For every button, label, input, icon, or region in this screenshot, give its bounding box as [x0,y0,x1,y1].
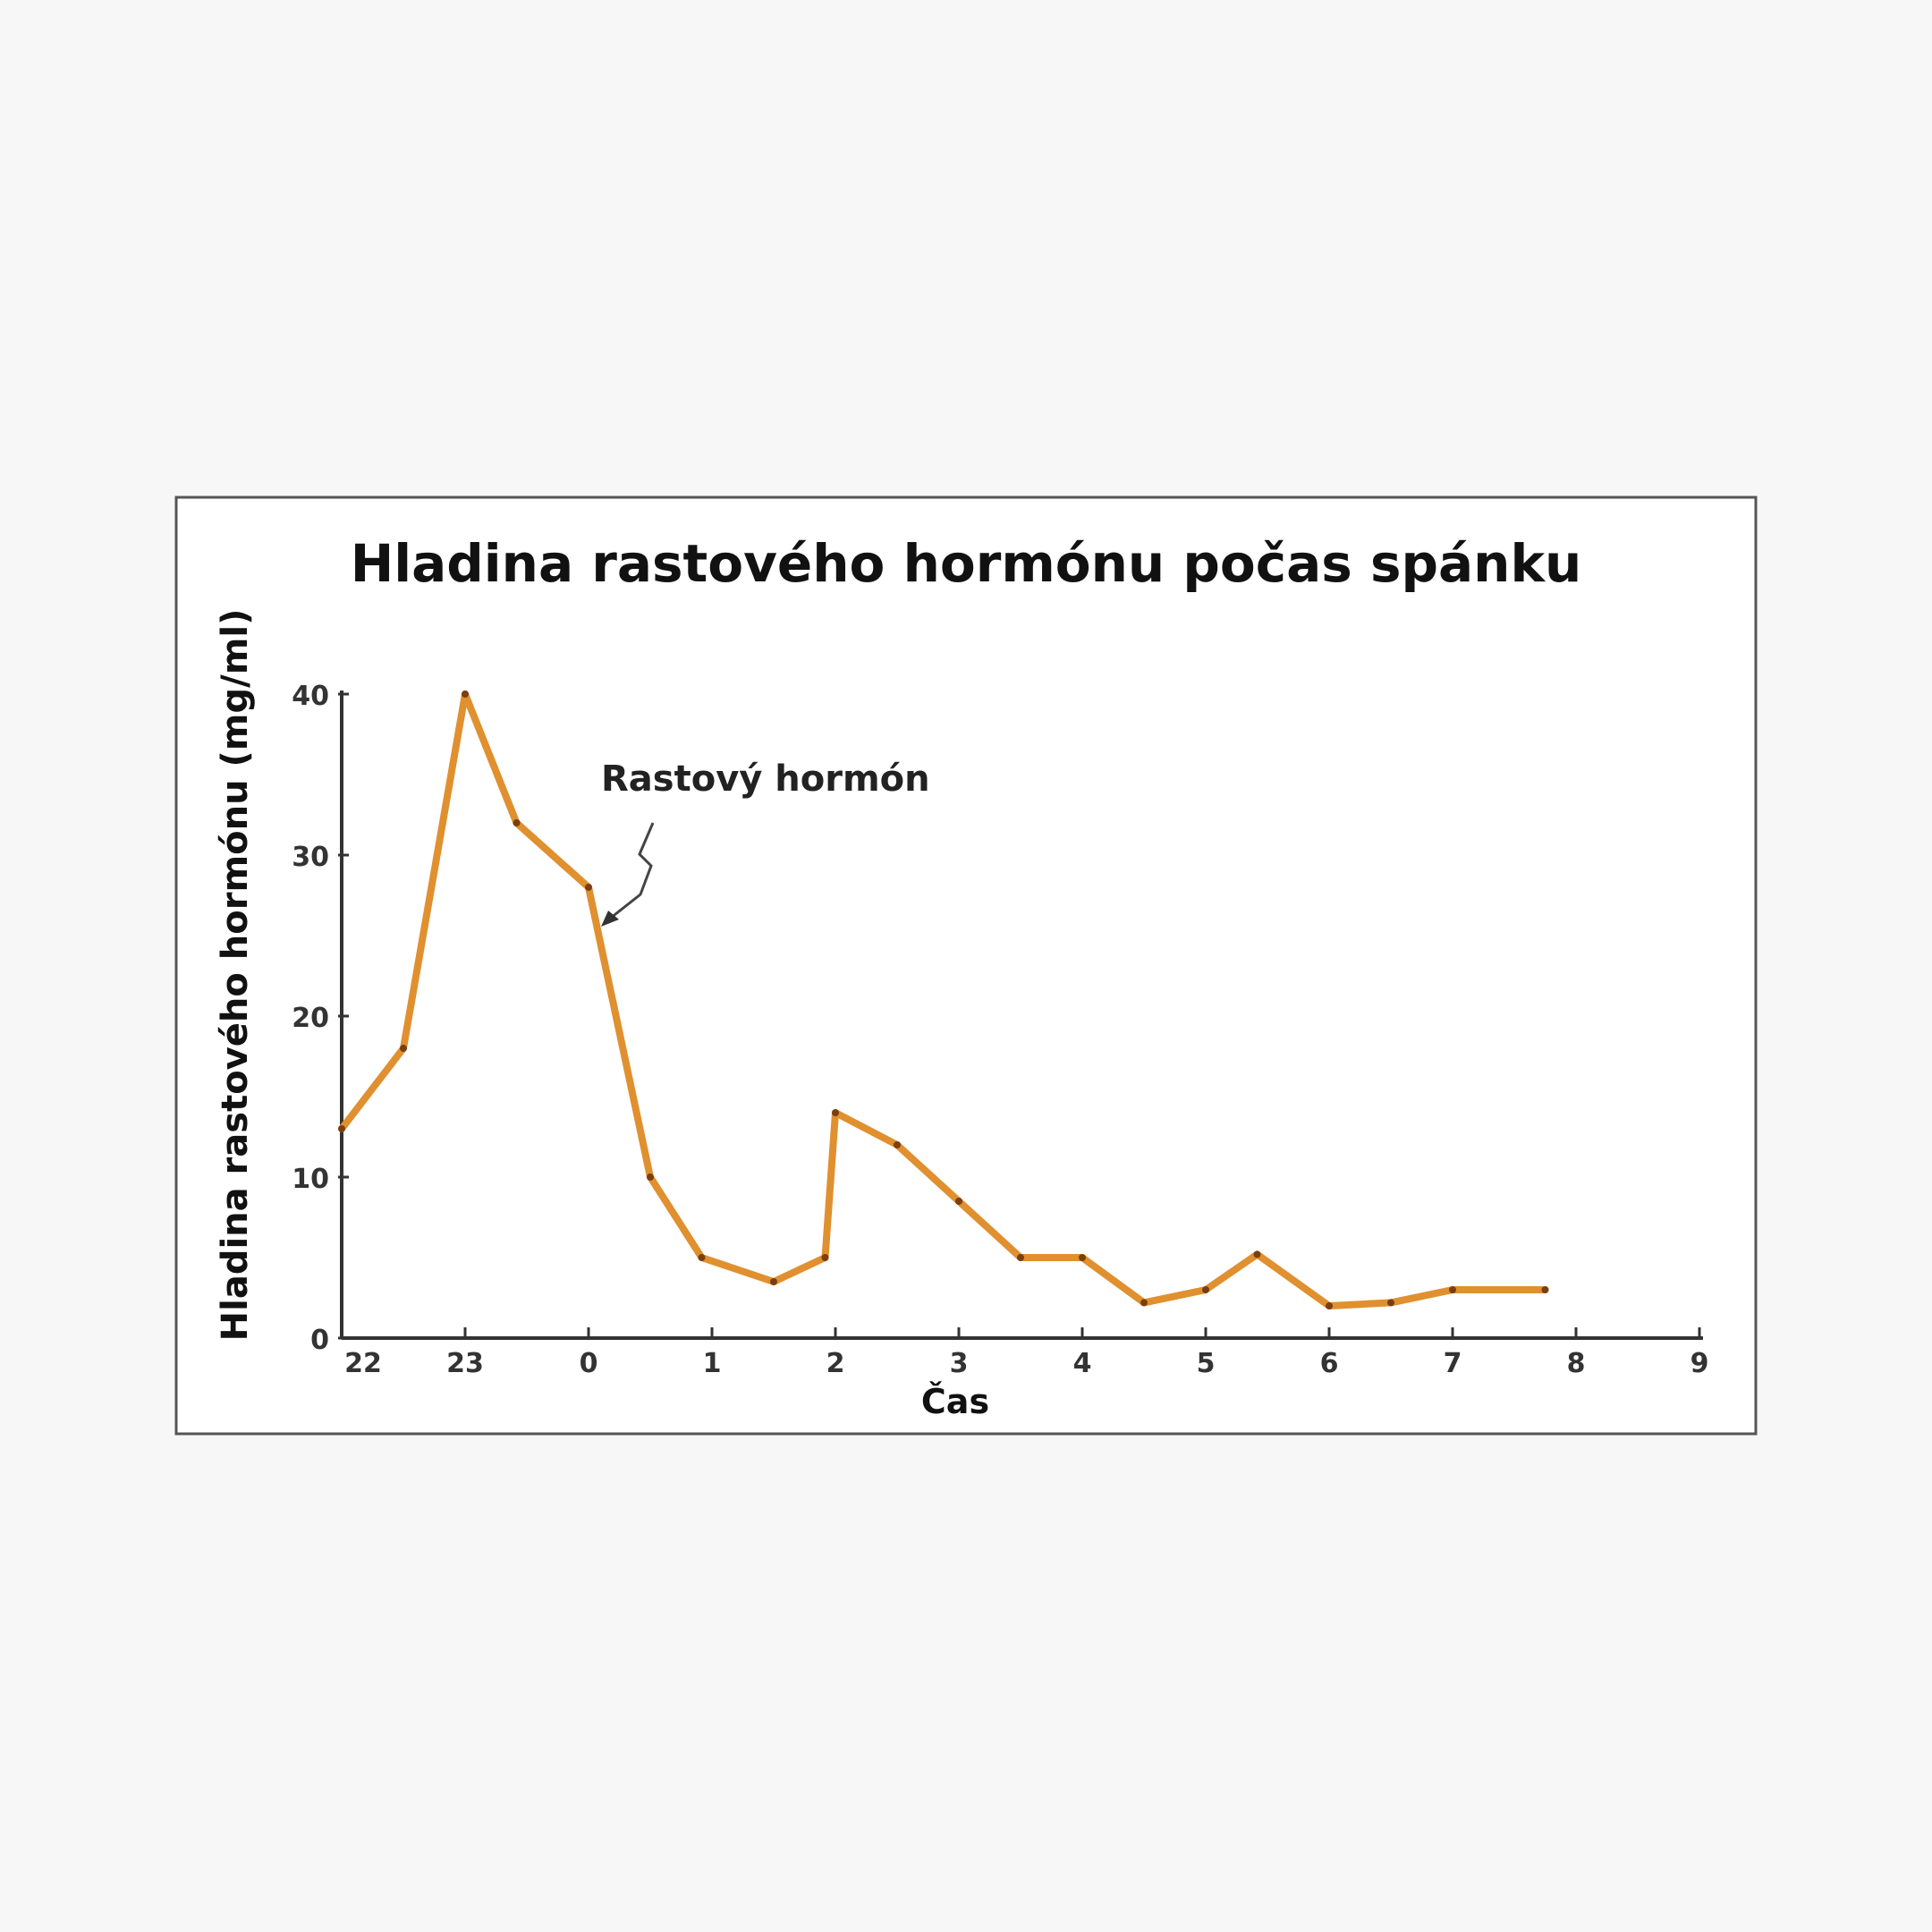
data-point [1449,1286,1456,1293]
x-axis-label: Čas [921,1382,989,1421]
data-point [585,884,592,891]
data-point [821,1254,829,1261]
data-point [338,1125,345,1132]
data-point [832,1109,839,1116]
annotation-arrow [606,822,655,923]
data-point [698,1254,706,1261]
x-tick-label: 5 [1197,1348,1216,1379]
x-tick-label: 4 [1073,1348,1092,1379]
data-point [894,1141,901,1148]
data-point [1140,1299,1148,1307]
series-group [338,691,1549,1309]
x-tick-label: 22 [344,1348,382,1379]
data-point [647,1174,654,1181]
x-tick-label: 3 [950,1348,969,1379]
y-tick-label: 30 [292,842,329,873]
y-tick-label: 20 [292,1003,329,1034]
data-point [1202,1286,1209,1293]
x-tick-label: 7 [1444,1348,1462,1379]
y-axis-label: Hladina rastového hormónu (mg/ml) [215,609,256,1342]
data-point [400,1045,407,1052]
data-point [462,691,469,698]
x-tick-label: 23 [446,1348,484,1379]
y-tick-label: 40 [292,681,329,712]
x-tick-label: 1 [703,1348,722,1379]
data-point [1326,1302,1333,1309]
data-point [770,1278,777,1285]
annotation-arrowhead [601,911,619,927]
chart-title: Hladina rastového hormónu počas spánku [351,533,1582,594]
data-point [1079,1254,1086,1261]
data-point [1253,1250,1261,1258]
x-tick-label: 6 [1320,1348,1339,1379]
data-point [955,1198,962,1205]
y-tick-label: 10 [292,1164,329,1195]
chart-frame [174,496,1758,1436]
series-annotation: Rastový hormón [601,758,930,800]
x-tick-label: 9 [1690,1348,1709,1379]
y-tick-label: 0 [310,1325,329,1356]
data-point [1017,1254,1024,1261]
x-tick-label: 8 [1567,1348,1586,1379]
data-point [1387,1299,1394,1307]
x-tick-label: 0 [580,1348,598,1379]
data-point [1541,1286,1549,1293]
data-point [513,819,521,826]
x-tick-label: 2 [826,1348,845,1379]
